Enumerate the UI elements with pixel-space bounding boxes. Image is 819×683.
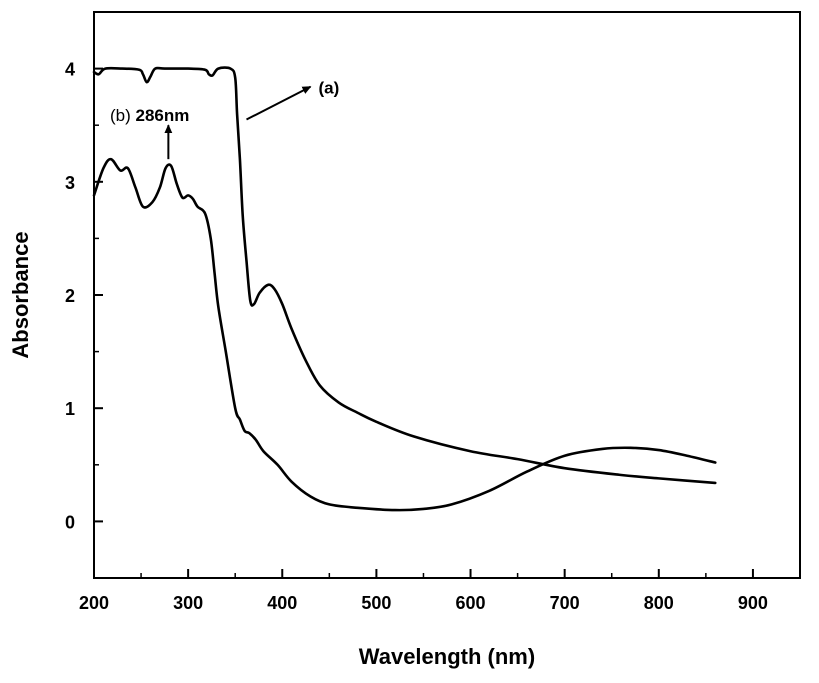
x-tick-label: 800 [644,593,674,613]
x-tick-label: 400 [267,593,297,613]
y-axis-title: Absorbance [8,231,33,358]
plot-frame [93,11,801,579]
annotation-b-label: (b) 286nm [110,106,189,125]
series-line-b [92,157,717,512]
y-tick-label: 1 [65,399,75,419]
annotation-b-value: 286nm [136,106,190,125]
axes [93,11,801,579]
x-axis-title: Wavelength (nm) [359,644,535,669]
x-tick-label: 900 [738,593,768,613]
y-tick-label: 2 [65,286,75,306]
x-tick-label: 700 [550,593,580,613]
ticks [93,11,754,579]
annotation-a-arrow [246,85,312,121]
x-tick-label: 500 [361,593,391,613]
x-tick-label: 600 [456,593,486,613]
annotation-a-label: (a) [319,79,340,98]
y-tick-label: 3 [65,173,75,193]
annotation-b-prefix: (b) [110,106,136,125]
y-tick-label: 0 [65,512,75,532]
x-tick-label: 200 [79,593,109,613]
series-line-a [92,66,717,485]
series [92,66,717,512]
annotations: (a) (b) 286nm [110,79,340,160]
y-tick-label: 4 [65,60,75,80]
tick-labels: 200 300 400 500 600 700 800 900 0 1 2 3 4 [65,60,768,613]
x-tick-label: 300 [173,593,203,613]
